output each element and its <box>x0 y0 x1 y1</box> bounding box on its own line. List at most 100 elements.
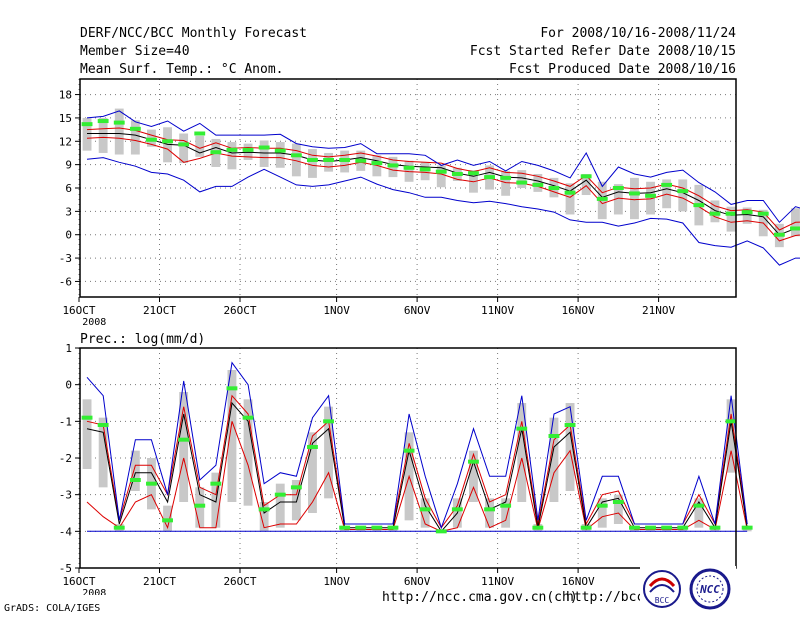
ensemble-box <box>581 173 591 196</box>
ensemble-box <box>646 181 655 215</box>
median-mark <box>97 119 109 124</box>
ensemble-box <box>469 450 478 502</box>
ensemble-box <box>98 117 108 153</box>
x-tick-label: 26OCT <box>223 575 256 588</box>
logos: BCC NCC <box>640 566 736 612</box>
median-mark <box>580 174 592 179</box>
median-mark <box>612 500 624 504</box>
ensemble-box <box>130 120 140 155</box>
ensemble-box <box>130 450 140 491</box>
ensemble-box <box>275 483 285 528</box>
x-tick-label: 11NOV <box>481 304 514 317</box>
median-mark <box>146 137 157 142</box>
ensemble-box <box>485 498 494 528</box>
median-mark <box>129 478 141 482</box>
ensemble-box <box>420 498 430 528</box>
x-tick-label: 21NOV <box>642 304 675 317</box>
ensemble-box <box>501 170 511 196</box>
ensemble-box <box>517 403 527 502</box>
median-mark <box>194 503 206 508</box>
x-tick-label: 16NOV <box>562 575 595 588</box>
median-mark <box>419 167 431 172</box>
median-mark <box>564 423 576 427</box>
produced-date: Fcst Produced Date 2008/10/16 <box>509 62 736 77</box>
bcc-logo-text: BCC <box>655 596 670 605</box>
y-tick-label: 3 <box>65 205 72 218</box>
median-mark <box>146 481 157 486</box>
ensemble-box <box>710 200 720 223</box>
y-tick-label: -6 <box>59 275 72 288</box>
y-tick-label: -3 <box>59 252 72 265</box>
median-mark <box>741 210 753 215</box>
median-mark <box>629 525 640 530</box>
median-mark <box>242 415 254 420</box>
y-tick-label: 6 <box>65 182 72 195</box>
median-mark <box>290 153 302 158</box>
ensemble-box <box>742 207 752 224</box>
grads-credit: GrADS: COLA/IGES <box>4 603 101 614</box>
median-mark <box>500 175 512 180</box>
ensemble-box <box>308 432 317 513</box>
y-tick-label: 15 <box>59 112 72 125</box>
ensemble-box <box>259 502 269 532</box>
x-tick-label: 16NOV <box>562 304 595 317</box>
median-mark <box>178 437 190 442</box>
median-mark <box>693 203 705 208</box>
median-mark <box>307 157 318 162</box>
median-mark <box>580 525 592 530</box>
x-tick-label: 11NOV <box>481 575 514 588</box>
median-mark <box>596 196 608 201</box>
median-mark <box>548 186 560 190</box>
median-mark <box>435 169 447 174</box>
bcc-url[interactable]: http://bcc. <box>566 590 653 605</box>
median-mark <box>645 525 656 530</box>
precip-title: Prec.: log(mm/d) <box>80 332 206 347</box>
x-tick-label: 1NOV <box>323 575 350 588</box>
median-mark <box>532 525 544 530</box>
y-tick-label: -1 <box>59 415 72 428</box>
median-mark <box>596 503 608 508</box>
max-envelope-line <box>86 110 800 224</box>
ensemble-box <box>259 140 269 167</box>
ensemble-box <box>678 179 688 212</box>
x-tick-label: 26OCT <box>223 304 256 317</box>
median-mark <box>500 503 512 508</box>
ensemble-box <box>726 399 736 473</box>
median-mark <box>162 518 173 523</box>
median-mark <box>81 415 93 420</box>
median-mark <box>419 507 431 512</box>
median-mark <box>532 182 544 187</box>
ensemble-box <box>308 149 317 178</box>
ensemble-box <box>597 498 607 528</box>
y-tick-label: -4 <box>59 525 73 538</box>
median-mark <box>516 180 528 185</box>
ncc-url[interactable]: http://ncc.cma.gov.cn(ch) <box>382 590 578 605</box>
ensemble-box <box>565 183 575 215</box>
forecast-period: For 2008/10/16-2008/11/24 <box>540 26 736 41</box>
ensemble-box <box>726 206 736 232</box>
ensemble-box <box>243 399 253 506</box>
x-tick-label: 16OCT <box>62 575 95 588</box>
temperature-chart: -6 -3 0 3 6 9 12 15 18 16OCT 21OCT 26OCT 1NOV 6NOV 11N… <box>59 78 800 328</box>
median-mark <box>435 529 447 534</box>
y-tick-label: 0 <box>65 379 72 392</box>
median-mark <box>645 193 656 198</box>
x-tick-label: 1NOV <box>323 304 350 317</box>
median-mark <box>81 122 93 127</box>
median-mark <box>451 171 463 176</box>
x-tick-label: 6NOV <box>404 575 431 588</box>
median-mark <box>725 419 737 424</box>
median-mark <box>387 525 399 530</box>
median-mark <box>323 419 334 424</box>
median-mark <box>403 448 415 453</box>
median-mark <box>661 182 673 187</box>
x-sub-label: 2008 <box>82 588 106 595</box>
max-envelope-line <box>86 361 748 530</box>
median-mark <box>612 186 624 190</box>
bcc-logo: BCC <box>643 570 681 608</box>
ensemble-box <box>565 403 575 491</box>
median-mark <box>355 525 367 530</box>
ensemble-box <box>114 108 124 155</box>
y-tick-label: -2 <box>59 452 72 465</box>
median-mark <box>274 492 286 497</box>
